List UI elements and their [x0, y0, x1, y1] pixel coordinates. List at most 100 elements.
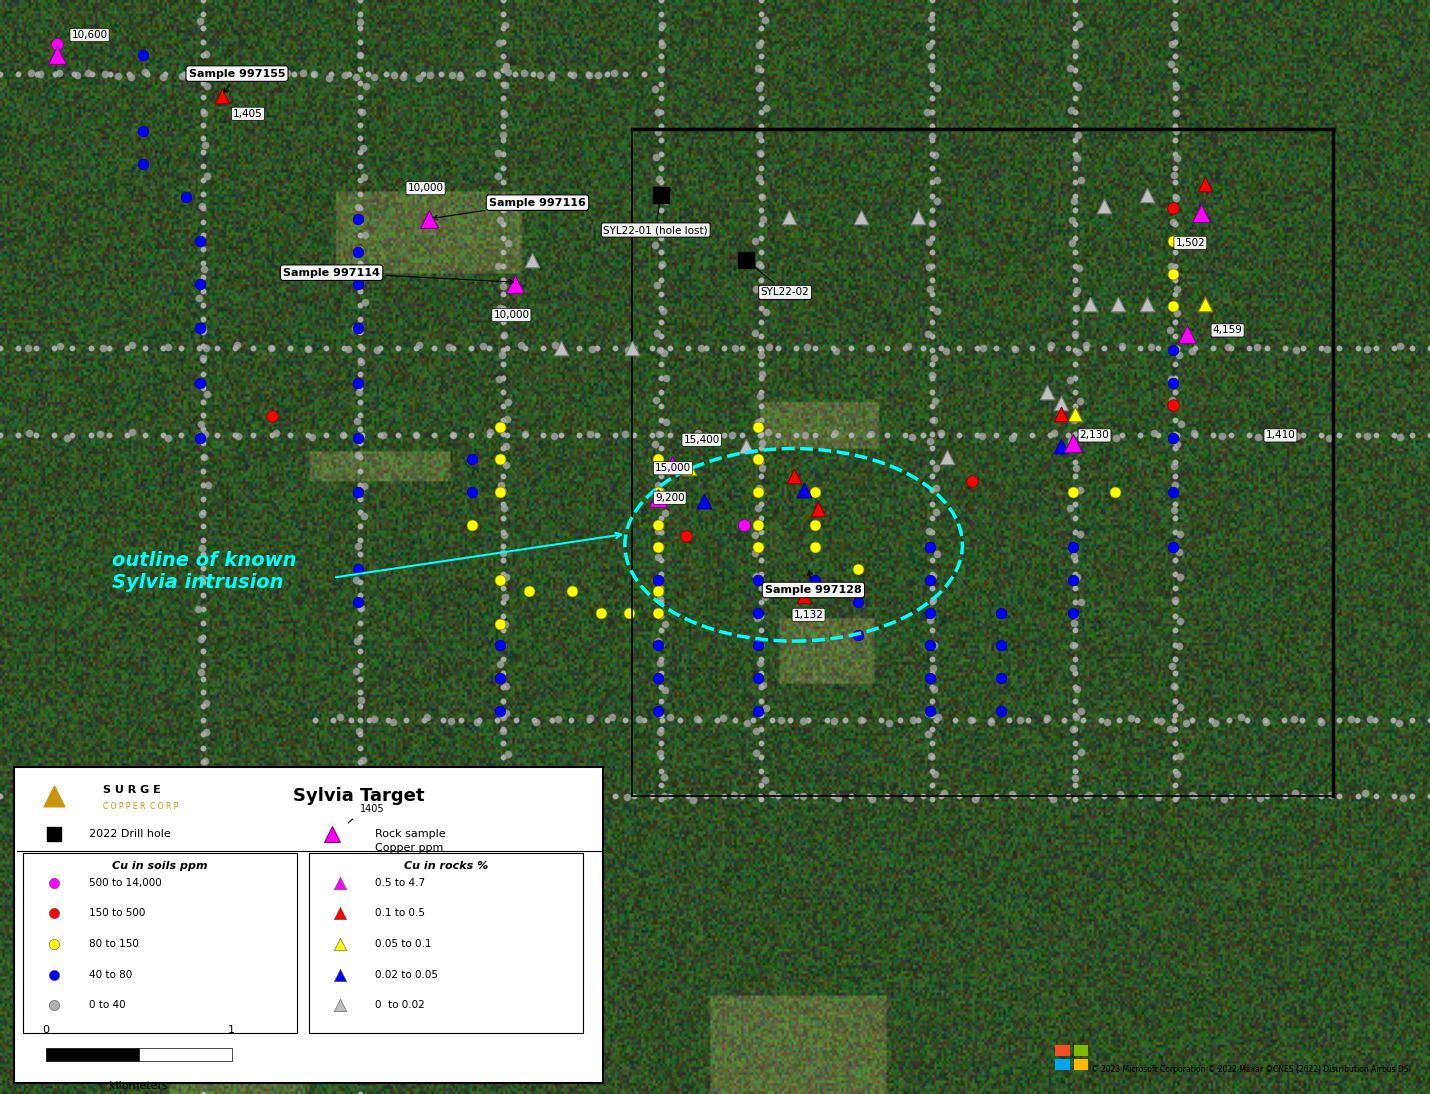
Point	[493, 587, 516, 605]
Text: 0.02 to 0.05: 0.02 to 0.05	[375, 969, 438, 980]
Point	[1064, 405, 1087, 422]
Point	[921, 127, 944, 144]
Point	[918, 522, 941, 539]
Point	[488, 34, 511, 51]
Point	[16, 339, 39, 357]
Point	[1143, 423, 1165, 441]
Point	[1067, 344, 1090, 361]
Text: 15,400: 15,400	[684, 434, 719, 445]
Point	[918, 280, 941, 298]
Point	[1040, 337, 1062, 354]
Text: 2022 Drill hole: 2022 Drill hole	[89, 828, 170, 839]
Point	[513, 424, 536, 442]
Point	[917, 325, 940, 342]
Point	[1058, 499, 1081, 516]
Point	[861, 790, 884, 807]
Point	[172, 68, 194, 85]
Point	[192, 350, 214, 368]
Point	[382, 713, 405, 731]
Point	[300, 785, 323, 803]
Point	[1164, 477, 1187, 494]
Point	[346, 560, 369, 578]
Point	[1110, 337, 1133, 354]
Point	[646, 324, 669, 341]
Point	[192, 322, 214, 339]
Point	[1283, 710, 1306, 728]
Point	[349, 878, 372, 896]
Point	[489, 670, 512, 687]
Point	[746, 702, 769, 720]
Point	[646, 476, 669, 493]
Point	[804, 516, 827, 534]
Point	[488, 371, 511, 388]
Point	[496, 393, 519, 410]
Point	[495, 438, 518, 455]
FancyBboxPatch shape	[1074, 1045, 1088, 1056]
Point	[748, 126, 771, 143]
Point	[1387, 714, 1410, 732]
Point	[791, 787, 814, 804]
Point	[749, 387, 772, 405]
Point	[350, 691, 373, 709]
Point	[1061, 637, 1084, 654]
Point	[1140, 338, 1163, 356]
Point	[1168, 568, 1191, 585]
Point	[1050, 438, 1072, 455]
Point	[748, 479, 771, 497]
Point	[1164, 189, 1187, 207]
Point	[744, 232, 766, 249]
Text: 0.1 to 0.5: 0.1 to 0.5	[375, 908, 425, 919]
Point	[346, 374, 369, 392]
Point	[1194, 295, 1217, 313]
Point	[1035, 709, 1058, 726]
Point	[1161, 298, 1184, 315]
Point	[190, 569, 213, 586]
Point	[562, 66, 585, 83]
Point	[648, 571, 671, 589]
Point	[907, 208, 930, 225]
Point	[90, 788, 113, 805]
Point	[1391, 790, 1414, 807]
Point	[17, 424, 40, 442]
Text: Sample 997155: Sample 997155	[189, 69, 285, 93]
Point	[756, 338, 779, 356]
Point	[646, 637, 669, 654]
Point	[1008, 711, 1031, 729]
Point	[1165, 304, 1188, 322]
Point	[1358, 710, 1381, 728]
Point	[1064, 300, 1087, 317]
Point	[1062, 411, 1085, 429]
Point	[1310, 713, 1333, 731]
Point	[296, 340, 319, 358]
Point	[1062, 193, 1085, 210]
Point	[748, 255, 771, 272]
Point	[1163, 677, 1185, 695]
Point	[347, 908, 370, 926]
Point	[346, 319, 369, 337]
Point	[194, 1002, 217, 1020]
Point	[1064, 459, 1087, 477]
Point	[579, 790, 602, 807]
Point	[1061, 538, 1084, 556]
Point	[961, 473, 984, 490]
Point	[782, 467, 805, 485]
Point	[646, 103, 669, 120]
Point	[226, 428, 249, 445]
Point	[686, 424, 709, 442]
Point	[416, 709, 439, 726]
Point	[859, 339, 882, 357]
Point	[362, 69, 385, 86]
Point	[1065, 281, 1088, 299]
Point	[492, 105, 515, 123]
Point	[134, 63, 157, 81]
Point	[1061, 484, 1084, 501]
Point	[525, 713, 548, 731]
Point	[1150, 712, 1173, 730]
Point	[578, 709, 601, 726]
Point	[922, 637, 945, 654]
Point	[1168, 613, 1191, 630]
Point	[1064, 37, 1087, 55]
Point	[43, 935, 66, 953]
Point	[1165, 104, 1188, 121]
Point	[347, 537, 370, 555]
